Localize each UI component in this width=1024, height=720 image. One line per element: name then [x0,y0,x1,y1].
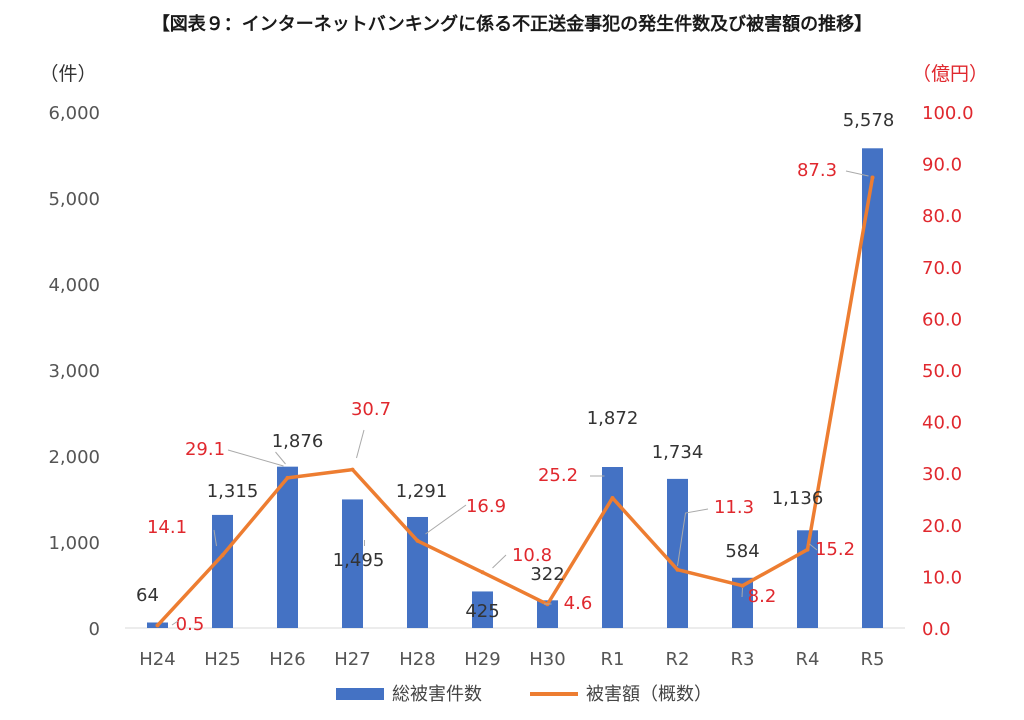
bar-data-label: 584 [725,541,759,562]
line-point [285,475,290,480]
y-right-tick-label: 0.0 [922,619,951,640]
y-right-tick-label: 100.0 [922,103,974,124]
bar [472,591,493,628]
bar [212,514,233,628]
legend-label-bars: 総被害件数 [392,684,482,705]
leader-line [845,170,869,177]
y-right-axis-label: （億円） [912,63,988,85]
y-right-tick-label: 80.0 [922,206,962,227]
series-line [155,175,875,628]
line-data-label: 0.5 [176,614,205,635]
y-left-tick-label: 4,000 [48,275,100,296]
y-right-tick-label: 50.0 [922,361,962,382]
legend-label-line: 被害額（概数） [586,684,712,705]
bar [667,478,688,628]
line-point [415,538,420,543]
line-data-label: 25.2 [538,465,578,486]
bar-data-label: 1,315 [207,481,259,502]
line-layer [155,175,875,628]
line-data-label: 14.1 [147,517,187,538]
y-right-tick-label: 20.0 [922,516,962,537]
bar [797,530,818,628]
bar [862,148,883,629]
leader-line [171,620,179,626]
bar-data-label: 1,136 [772,488,824,509]
x-tick-label: R1 [601,649,625,670]
leader-line [492,554,507,569]
x-tick-label: H27 [334,649,370,670]
axes-layer: 0 1,000 2,000 3,000 4,000 5,000 6,000 0.0 10.0 20… [48,103,973,670]
x-tick-label: H24 [139,649,175,670]
bar-data-label: 5,578 [843,110,895,131]
line-point [740,583,745,588]
line-point [480,570,485,575]
y-left-tick-label: 2,000 [48,447,100,468]
bar-data-label: 1,291 [396,481,448,502]
y-left-tick-label: 5,000 [48,189,100,210]
line-point [675,567,680,572]
line-data-label: 10.8 [512,545,552,566]
line-point [155,623,160,628]
x-tick-label: H28 [399,649,435,670]
bar [732,577,753,628]
x-tick-label: H30 [529,649,565,670]
line-data-label: 29.1 [185,439,225,460]
x-tick-label: H29 [464,649,500,670]
bar-data-label: 322 [530,564,564,585]
line-point [805,547,810,552]
leader-line [275,451,286,465]
y-right-tick-label: 30.0 [922,464,962,485]
y-left-axis-label: （件） [39,63,96,85]
y-right-tick-label: 40.0 [922,413,962,434]
y-left-tick-label: 1,000 [48,533,100,554]
leader-line [227,449,284,467]
bar [537,600,558,628]
bar-data-label: 1,876 [272,431,324,452]
bar-data-label: 64 [136,585,159,606]
line-data-label: 16.9 [466,496,506,517]
bar [602,467,623,628]
leader-line [425,504,467,535]
y-left-tick-label: 3,000 [48,361,100,382]
y-left-tick-label: 6,000 [48,103,100,124]
leader-line [741,587,743,598]
x-tick-label: H25 [204,649,240,670]
x-tick-label: R2 [666,649,690,670]
line-point [220,553,225,558]
leader-line [677,508,709,567]
x-tick-label: H26 [269,649,305,670]
line-data-label: 11.3 [714,497,754,518]
x-tick-label: R5 [861,649,885,670]
x-tick-label: R4 [796,649,820,670]
line-data-label: 30.7 [351,399,391,420]
legend-swatch-bars [336,688,384,700]
leader-line [809,543,818,551]
line-data-label: 87.3 [797,160,837,181]
y-right-tick-label: 90.0 [922,155,962,176]
y-left-tick-label: 0 [89,619,100,640]
bar-data-label: 1,734 [652,442,704,463]
line-data-label: 4.6 [564,593,593,614]
line-point [610,495,615,500]
line-data-label: 15.2 [815,539,855,560]
legend: 総被害件数 被害額（概数） [336,684,712,705]
data-labels-layer: 64 1,315 1,876 1,495 1,291 425 322 1,872 1,734 58… [136,110,894,635]
y-right-tick-label: 70.0 [922,258,962,279]
bar-data-label: 1,495 [333,550,385,571]
line-data-label: 8.2 [748,586,777,607]
bar [342,499,363,628]
y-right-tick-label: 10.0 [922,567,962,588]
chart-title: 【図表９：インターネットバンキングに係る不正送金事犯の発生件数及び被害額の推移】 [152,13,872,35]
bar-data-label: 1,872 [587,408,639,429]
line-point [870,175,875,180]
bar [277,466,298,628]
leader-line [356,429,365,459]
leader-line [213,529,217,547]
x-tick-label: R3 [731,649,755,670]
y-right-tick-label: 60.0 [922,309,962,330]
bar-data-label: 425 [465,601,499,622]
line-point [350,467,355,472]
